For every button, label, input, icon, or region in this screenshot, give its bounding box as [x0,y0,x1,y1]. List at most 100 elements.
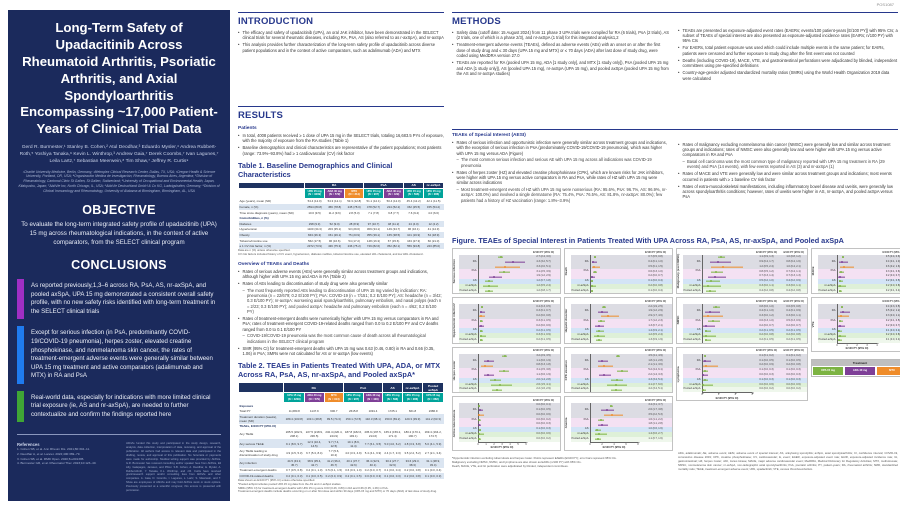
plot-area [590,269,639,275]
axis-tick: 2 [734,392,737,397]
panel-body: E/100 PY (95% CI) 3.2 (2.9, 3.5) RA 1.1 (0.… [459,348,560,393]
panel-label: MACE [811,266,815,276]
axis-tick: 3 [866,342,868,347]
sub-bullet: The most common serious infection and se… [452,157,670,168]
value-label-eair: 0.7 (0.3, 1.3) [786,274,801,278]
value-label: 0.8 (0.6, 1.0) [759,304,774,308]
table-cell: 45.4 (12.2) [406,199,421,204]
plot-area [590,436,639,442]
point-estimate [480,320,483,323]
value-label: 0.2 (0.1, 0.4) [885,288,900,292]
table-cell [422,402,444,409]
row-label: Exposure [238,402,284,409]
value-label: 1.3 (0.7, 2.1) [648,323,663,327]
point-estimate [705,364,708,367]
axis-tick: 8 [637,441,639,446]
table-column-header: UPA 15 mg (N = 596) [382,392,403,403]
value-label: 0.2 (0.1, 0.5) [759,328,774,332]
bullet: Rates of serious infection and opportuni… [452,140,670,156]
point-estimate [705,324,708,327]
point-estimate [605,409,608,412]
axis-tick: 0 [477,441,479,446]
table-cell: 0.0 (0.0, 0.3) [363,473,383,479]
table-cell: 2.8 (5.3) [348,210,360,215]
table-cell: 0.2 (0.0, 0.8) [402,473,423,479]
forest-row: RA 0.1 (0.0, 0.5) [459,407,560,413]
value-label: 1.4 (0.6, 2.7) [648,432,663,436]
table-corner-cell [237,188,306,199]
forest-row: RA 0.4 (0.1, 1.0) [818,259,900,265]
ci-line [703,374,708,376]
row-label: ≥ 1 CV risk factor, n (%) [238,243,305,249]
table-cell: 232.4 (220.4, 244.9) [325,430,343,438]
forest-row: 1.1 (0.9, 1.3) 1.0 (0.8, 1.2) [683,255,807,260]
table-group-header: Pooled axSpA [422,381,444,394]
table-row: Hypertension 1100 (34.3) 203 (35.1) 93 (29.… [239,227,444,233]
point-estimate [702,383,704,386]
sidebar-divider [17,434,221,436]
forest-panel: Active tuberculosis E/100 PY (95% CI) 0.0 … [452,396,561,451]
point-estimate [702,388,704,391]
table-cell: 0.2 (0.0, 0.8) [404,468,421,473]
table1: RA PsA AS nr-axSpA UPA 15 mg (N = 3209) ADA 4… [237,181,444,249]
value-label: 1.4 (0.9, 2.1) [648,328,663,332]
value-label: 0.2 (0.0, 0.8) [885,333,900,337]
table-column-header: MTX (N = 314) [323,392,345,403]
panel-label: Serious infection [452,259,456,284]
table-column-header: UPA 15 mg (N = 286) [423,188,444,199]
axis-tick: 0 [589,441,591,446]
plot-area [702,372,753,378]
ci-line [597,365,613,367]
table-cell: 41 (14.3) [427,227,440,232]
table-group-header-row: RA PsA AS nr-axSpA [237,181,444,190]
value-label: 0.4 (0.3, 0.5) [536,304,551,308]
panel-label: Lymphoma [676,366,680,382]
legend-items: UPA 15 mg ADA 40 mg MTX [812,365,900,376]
conclusion-accent-bar [17,390,24,423]
table-cell: 148 (16.3) [366,238,381,243]
forest-row: PsA 1.6 (1.1, 2.2) [571,417,672,423]
value-label-eair: 0.8 (0.4, 1.6) [786,259,801,263]
legend-item: MTX [876,365,900,376]
value-label: 2.1 (1.1, 3.6) [648,363,663,367]
value-label: 0.8 (0.3, 1.8) [536,363,551,367]
point-estimate [703,379,706,382]
point-estimate [722,265,724,268]
table-cell: 9.1 (8.6, 9.7) [283,438,305,449]
forest-row: 0.8 (0.6, 1.0) 0.6 (0.5, 0.8) [683,304,807,310]
table-cell: 10.1 (8.9, 11.4) [343,438,364,449]
plot-area [837,323,878,329]
point-estimate [843,265,845,268]
panel-label: Opportunistic infectionᵃ [452,303,456,338]
point-estimate [486,374,489,377]
forest-row: 0.3 (0.0, 1.2) 0.3 (0.0, 1.1) [683,313,807,319]
group-label: PsA [583,318,589,322]
point-estimate [838,339,840,342]
table-cell: 2615.8 [349,409,358,414]
plot-area [590,309,639,314]
forest-row: AS 0.5 (0.2, 1.0) 0.4 (0.2, 0.9) [683,278,807,284]
forest-row: RA 1.8 (1.1, 2.8) [571,358,672,364]
forest-row: RA 0.4 (0.1, 1.0) 0.4 (0.1, 0.9) [683,309,807,314]
ci-line [703,285,722,287]
forest-row: 0.1 (0.1, 0.2) 0.1 (0.1, 0.2) [683,353,807,359]
forest-row: 0.2 (0.0, 0.6) [459,323,560,329]
point-estimate [480,334,483,337]
forest-row: PsA 0.2 (0.1, 0.5) [818,318,900,324]
forest-row: AS 0.2 (0.1, 0.5) [818,278,900,284]
table-cell [304,402,325,409]
value-label: 0.0 (0.0, 0.2) [536,417,551,421]
figure-footnotes: ᵃOpportunistic infection excluding tuber… [452,456,670,469]
plot-area [837,318,878,324]
value-label-eair: 0.1 (0.1, 0.2) [786,353,801,357]
forest-row: AS 1.0 (0.6, 1.6) [571,427,672,432]
value-label: 0.1 (0.0, 0.4) [648,288,663,292]
table-cell [402,402,423,409]
point-estimate [839,285,841,288]
table-cell: 478 (52.7) [363,204,384,210]
ci-line [703,325,715,327]
value-label: 0.2 (0.0, 0.8) [648,283,663,287]
value-label-eair: 0.2 (0.1, 0.5) [786,338,801,342]
axis-tick: 4 [509,441,511,446]
